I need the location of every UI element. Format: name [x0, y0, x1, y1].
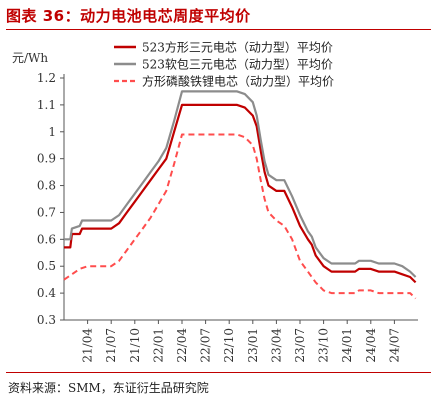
x-tick-label: 21/10: [128, 328, 142, 363]
legend-label-3: 方形磷酸铁锂电芯（动力型）平均价: [142, 74, 334, 89]
x-tick-label: 23/01: [246, 328, 260, 363]
x-tick-label: 22/01: [151, 328, 165, 363]
x-tick-label: 24/01: [340, 328, 354, 363]
x-tick-label: 22/04: [175, 328, 189, 363]
y-tick-label: 1.2: [37, 71, 56, 85]
x-tick-label: 22/07: [199, 328, 213, 363]
x-tick-label: 23/07: [293, 328, 307, 363]
y-tick-label: 0.5: [37, 259, 56, 273]
y-tick-label: 0.3: [37, 313, 56, 327]
legend-label-1: 523方形三元电芯（动力型）平均价: [142, 40, 333, 55]
y-tick-label: 0.4: [37, 286, 56, 300]
series-line-3: [63, 133, 417, 300]
x-tick-label: 22/10: [222, 328, 236, 363]
title-divider: [6, 29, 431, 30]
x-tick-label: 23/04: [269, 328, 283, 363]
y-tick-label: 0.6: [37, 232, 56, 246]
series-line-1: [64, 103, 417, 284]
source-note: 资料来源：SMM，东证衍生品研究院: [8, 381, 209, 395]
x-tick-label: 24/07: [387, 328, 401, 363]
y-tick-label: 1.1: [37, 98, 56, 112]
x-tick-label: 21/04: [81, 328, 95, 363]
series-line-2: [64, 90, 417, 278]
y-tick-label: 1: [48, 125, 56, 139]
x-tick-label: 23/10: [317, 328, 331, 363]
y-tick-label: 0.8: [37, 179, 56, 193]
y-tick-label: 0.9: [37, 152, 56, 166]
x-tick-label: 24/04: [364, 328, 378, 363]
line-chart: 元/Wh 0.3 0.4 0.5 0.6 0.7 0.8 0.9 1 1.1 1.2 21/04 21/…: [12, 40, 418, 363]
page-title: 图表 36：动力电池电芯周度平均价: [6, 7, 251, 25]
legend-label-2: 523软包三元电芯（动力型）平均价: [142, 58, 333, 72]
source-divider: [6, 372, 431, 373]
y-tick-label: 0.7: [37, 205, 56, 219]
y-axis-label: 元/Wh: [12, 51, 48, 65]
x-tick-label: 21/07: [104, 328, 118, 363]
